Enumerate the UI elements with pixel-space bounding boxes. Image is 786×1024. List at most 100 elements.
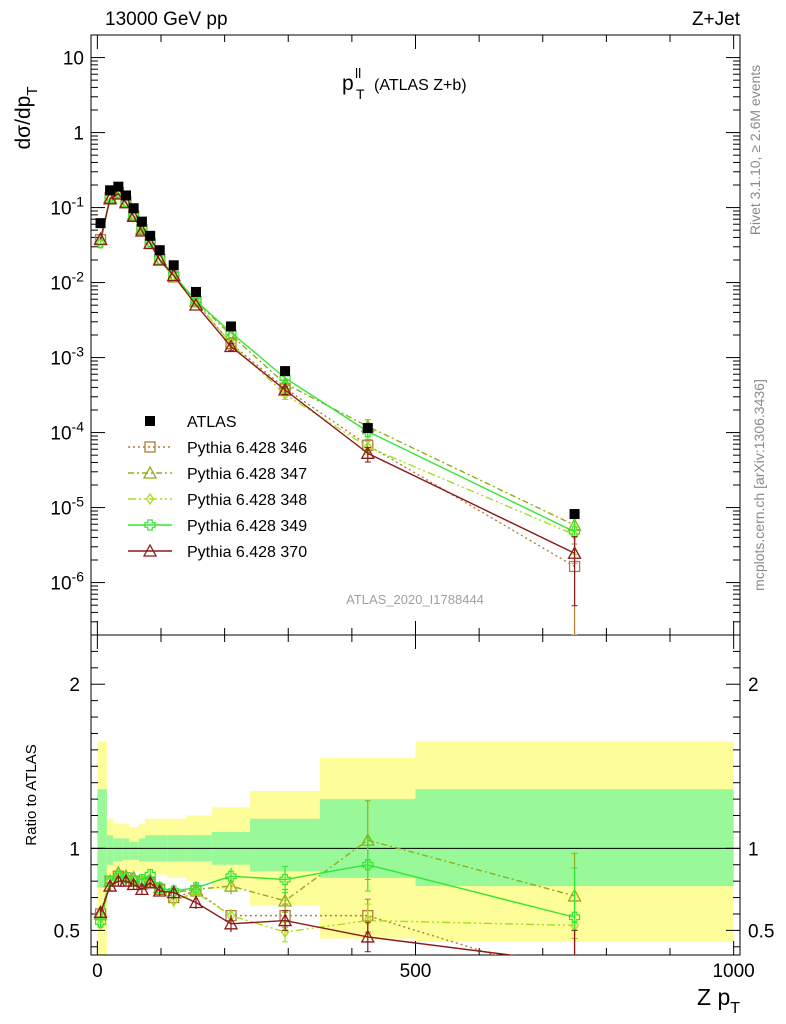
mc-point-top xyxy=(93,231,108,245)
data-marks xyxy=(93,181,582,985)
mc-point-ratio xyxy=(143,875,158,889)
mc-point-ratio xyxy=(569,957,581,968)
mc-point-top xyxy=(169,271,179,284)
top-panel-marks xyxy=(93,181,582,635)
mc-point-ratio xyxy=(169,894,179,907)
atlas-data-point xyxy=(280,366,291,377)
plot-title-suffix: (ATLAS Z+b) xyxy=(374,77,467,94)
series-line-top xyxy=(99,191,575,526)
mc-point-ratio xyxy=(279,873,291,886)
y-tick-label: 10-6 xyxy=(50,569,84,595)
legend-marker xyxy=(144,441,156,453)
atlas-data-point xyxy=(154,245,165,256)
ratio-tick-label-left: 1 xyxy=(69,839,80,860)
atlas-data-point xyxy=(168,260,179,271)
y-tick-label: 10-2 xyxy=(50,269,84,295)
band-inner-bin xyxy=(97,789,107,888)
series-line-ratio xyxy=(99,873,575,933)
mc-point-ratio xyxy=(223,916,239,930)
band-inner-bin xyxy=(250,818,321,872)
mc-point-top xyxy=(118,195,134,209)
legend-marker-atlas xyxy=(145,416,155,426)
mc-point-ratio xyxy=(134,882,149,896)
mc-point-ratio xyxy=(168,885,180,897)
mc-point-top xyxy=(567,545,582,559)
mc-point-ratio xyxy=(111,873,126,887)
atlas-data-point xyxy=(569,509,580,520)
mc-point-ratio xyxy=(362,859,374,871)
atlas-data-point xyxy=(145,230,156,241)
atlas-data-point xyxy=(128,203,139,214)
header-left: 13000 GeV pp xyxy=(105,9,228,30)
mc-point-ratio xyxy=(96,917,105,930)
mc-point-top xyxy=(188,297,204,311)
legend: ATLAS Pythia 6.428 346 Pythia 6.428 347 Pyt… xyxy=(128,414,307,561)
mcplots-label: mcplots.cern.ch [arXiv:1306.3436] xyxy=(751,379,767,591)
legend-label: Pythia 6.428 349 xyxy=(187,518,307,535)
y-tick-label: 1 xyxy=(73,124,84,145)
atlas-data-point xyxy=(120,190,131,201)
y-tick-label: 10-1 xyxy=(50,194,84,220)
uncertainty-bands xyxy=(91,741,740,955)
mc-point-ratio xyxy=(136,873,148,886)
ratio-tick-label-right: 2 xyxy=(748,675,759,696)
mc-point-ratio xyxy=(568,911,581,923)
top-y-axis-label: dσ/dpT xyxy=(12,86,41,149)
band-inner-bin xyxy=(122,838,130,860)
ratio-y-axis-label: Ratio to ATLAS xyxy=(23,744,40,845)
legend-label: Pythia 6.428 346 xyxy=(187,440,307,457)
atlas-data-point xyxy=(113,181,124,192)
legend-marker xyxy=(142,465,158,479)
plot-title-sub: T xyxy=(356,86,365,102)
legend-label: ATLAS xyxy=(187,414,237,431)
mc-point-ratio xyxy=(126,877,141,891)
y-tick-label: 10-3 xyxy=(50,344,84,370)
rivet-label: Rivet 3.1.10, ≥ 2.6M events xyxy=(747,65,763,235)
legend-label: Pythia 6.428 347 xyxy=(187,466,307,483)
series-line-top xyxy=(99,191,575,533)
mc-point-ratio xyxy=(277,913,293,927)
mc-point-ratio xyxy=(277,893,293,907)
mc-point-ratio xyxy=(190,882,202,894)
legend-marker xyxy=(142,543,158,557)
plot-title-main: p xyxy=(342,72,354,95)
series-line-top xyxy=(99,191,575,568)
band-inner-bin xyxy=(138,838,146,862)
y-tick-label: 10-5 xyxy=(50,494,84,520)
ratio-tick-label-left: 0.5 xyxy=(54,921,80,942)
mc-point-top xyxy=(360,445,375,459)
atlas-data-point xyxy=(362,423,373,434)
mc-point-ratio xyxy=(94,916,107,928)
legend-marker xyxy=(145,492,155,506)
plot-title-sup: ll xyxy=(355,65,361,81)
atlas-data-point xyxy=(95,218,106,229)
analysis-id: ATLAS_2020_I1788444 xyxy=(346,592,484,607)
axis-labels: 0 500 1000 10 1 10-1 10-2 10-3 10-4 10-5 10-6 0.5 0.… xyxy=(12,49,774,1017)
mc-point-top xyxy=(104,191,116,204)
atlas-data-point xyxy=(105,185,116,196)
mc-point-top xyxy=(191,296,201,309)
band-inner-bin xyxy=(106,835,114,865)
x-tick-label: 500 xyxy=(400,961,432,982)
mc-point-top xyxy=(152,252,167,266)
mc-point-ratio xyxy=(166,885,181,899)
x-axis-label: Z pT xyxy=(697,984,740,1017)
mc-point-ratio xyxy=(188,895,204,909)
header-right: Z+Jet xyxy=(692,9,741,30)
mc-point-ratio xyxy=(225,870,237,882)
mc-point-top xyxy=(166,268,181,282)
x-tick-label: 0 xyxy=(92,961,103,982)
mc-point-top xyxy=(223,339,239,353)
mc-point-ratio xyxy=(223,878,239,892)
mc-point-ratio xyxy=(152,883,167,897)
mc-point-top xyxy=(126,208,141,222)
band-inner-bin xyxy=(129,841,139,860)
mc-point-ratio xyxy=(360,929,375,943)
legend-marker xyxy=(144,519,156,531)
ratio-tick-label-left: 2 xyxy=(69,675,80,696)
series-line-top xyxy=(99,191,575,536)
x-tick-label: 1000 xyxy=(712,961,754,982)
mc-point-ratio xyxy=(570,975,580,985)
legend-label: Pythia 6.428 348 xyxy=(187,492,307,509)
